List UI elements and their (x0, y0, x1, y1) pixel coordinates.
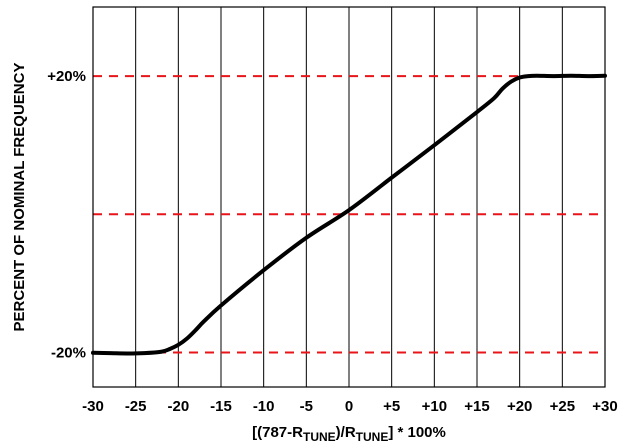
series-line (91, 73, 607, 356)
x-tick-label: +30 (592, 398, 617, 415)
x-tick-labels: -30 -25 -20 -15 -10 -5 0 +5 +10 +15 +20 +25 +30 (82, 398, 618, 415)
x-axis-title-subscript-1: TUNE (303, 430, 336, 444)
plot-frame (92, 6, 606, 388)
x-tick-label: -5 (300, 398, 313, 415)
x-tick-label: +10 (422, 398, 447, 415)
x-axis-title-middle: )/R (336, 424, 356, 441)
x-axis-title: [(787-RTUNE)/RTUNE] * 100% (252, 424, 446, 444)
vertical-gridlines (135, 7, 563, 387)
x-axis-title-suffix: ] * 100% (388, 424, 446, 441)
y-tick-label: -20% (51, 344, 86, 361)
x-tick-label: -25 (125, 398, 147, 415)
x-tick-label: +5 (383, 398, 400, 415)
series-layer (91, 73, 607, 356)
x-tick-label: -20 (167, 398, 189, 415)
y-axis-title: PERCENT OF NOMINAL FREQUENCY (11, 63, 28, 332)
x-tick-label: 0 (345, 398, 353, 415)
reference-lines (93, 75, 605, 354)
y-tick-label: +20% (47, 68, 86, 85)
x-tick-label: +25 (550, 398, 575, 415)
x-tick-label: -30 (82, 398, 104, 415)
x-tick-label: -15 (210, 398, 232, 415)
x-tick-label: +20 (507, 398, 532, 415)
x-tick-label: +15 (464, 398, 489, 415)
y-tick-labels: +20% -20% (47, 68, 86, 361)
x-tick-label: -10 (253, 398, 275, 415)
x-axis-title-prefix: [(787-R (252, 424, 303, 441)
x-axis-title-subscript-2: TUNE (356, 430, 389, 444)
